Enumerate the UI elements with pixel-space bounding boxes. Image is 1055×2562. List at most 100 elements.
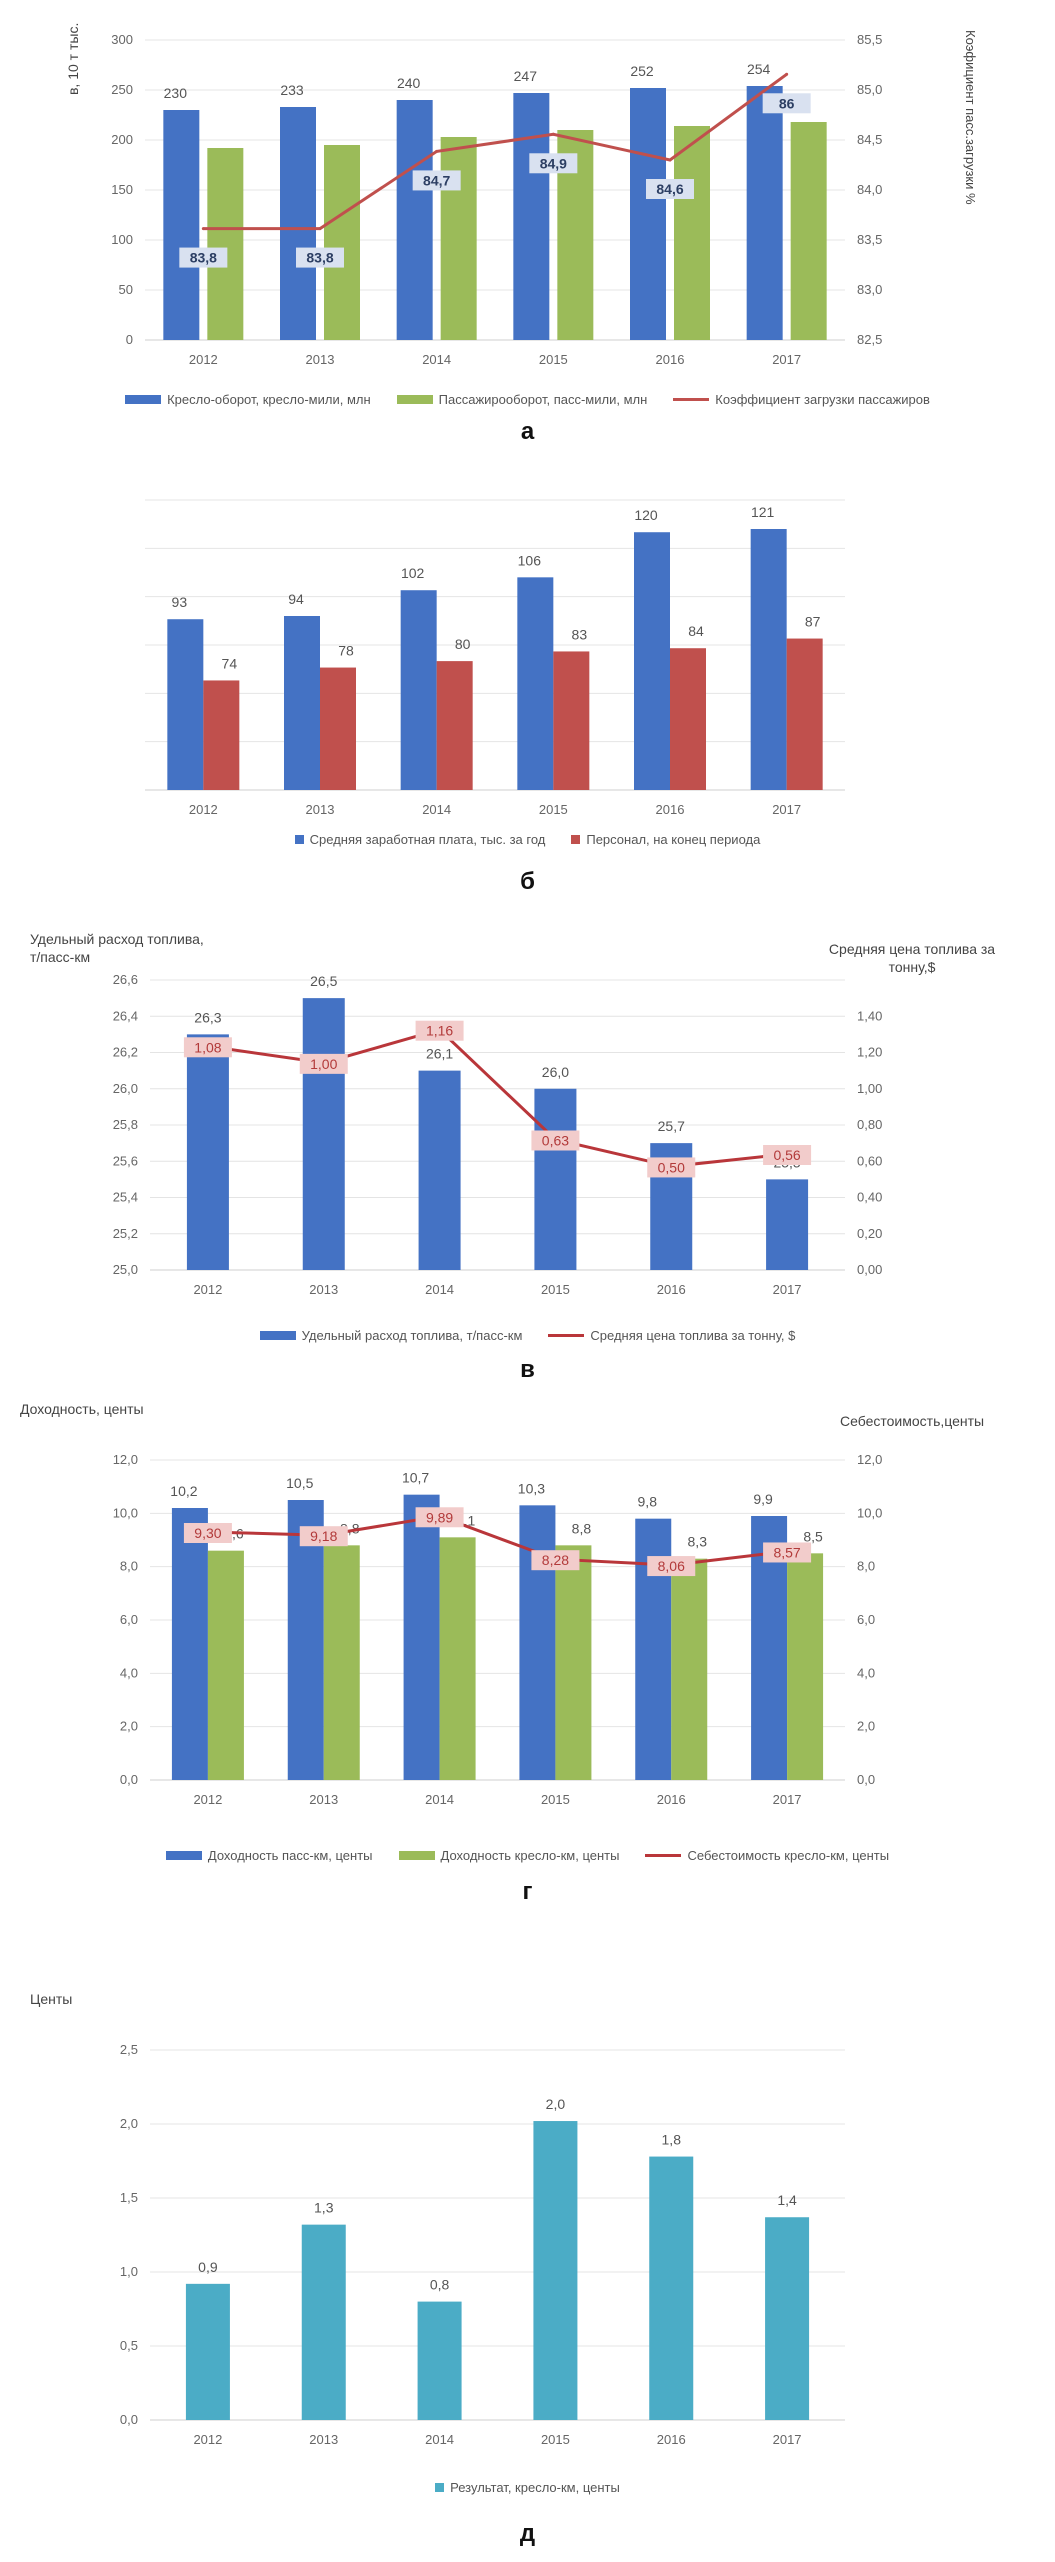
data-label: 74 [222, 655, 238, 671]
x-tick-label: 2016 [657, 2432, 686, 2447]
y-tick-label: 150 [111, 182, 133, 197]
y2-tick-label: 84,5 [857, 132, 882, 147]
data-label: 121 [751, 504, 775, 520]
y-tick-label: 25,4 [113, 1190, 138, 1205]
bar [790, 122, 827, 340]
bar [400, 590, 437, 790]
y-tick-label: 25,8 [113, 1117, 138, 1132]
y-tick-label: 0,0 [120, 2412, 138, 2427]
data-label: 93 [172, 594, 188, 610]
legend-item: Удельный расход топлива, т/пасс-км [259, 1328, 522, 1343]
y-tick-label: 1,5 [120, 2190, 138, 2205]
line-point [201, 227, 205, 231]
data-label: 10,5 [286, 1475, 313, 1491]
x-tick-label: 2017 [773, 1282, 802, 1297]
y-tick-label: 0 [126, 332, 133, 347]
bar [324, 145, 360, 340]
x-tick-label: 2013 [309, 1282, 338, 1297]
data-label: 2,0 [546, 2096, 566, 2112]
data-label: 10,7 [402, 1470, 429, 1486]
line-data-label: 9,18 [310, 1528, 337, 1544]
bar [203, 680, 240, 790]
chart-g-right-axis-title: Себестоимость,центы [840, 1413, 985, 1429]
legend-swatch-blue [259, 1331, 296, 1340]
line-label-box [647, 1556, 696, 1577]
bar [634, 532, 670, 790]
chart-panel-g: 0,0 0,0 2,0 2,0 4,0 4,0 6,0 6,0 8,0 8,0 10,0 10,0 12… [0, 1400, 1055, 1920]
x-tick-label: 2014 [425, 2432, 454, 2447]
line-point [551, 132, 555, 136]
y2-tick-label: 85,5 [857, 32, 882, 47]
x-tick-label: 2014 [425, 1792, 454, 1807]
bar [765, 2217, 810, 2420]
bar [670, 648, 706, 790]
y-tick-label: 2,0 [120, 2116, 138, 2131]
y2-tick-label: 0,80 [857, 1117, 882, 1132]
chart-d-left-axis-title: Центы [30, 1991, 73, 2007]
data-label: 84 [688, 623, 704, 639]
x-tick-label: 2013 [309, 2432, 338, 2447]
data-label: 1,3 [314, 2200, 334, 2216]
bar [440, 137, 477, 340]
y-tick-label: 8,0 [120, 1559, 138, 1574]
data-label: 102 [401, 565, 425, 581]
y2-tick-label: 4,0 [857, 1665, 875, 1680]
legend-item: Кресло-оборот, кресло-мили, млн [125, 392, 371, 407]
legend-item: Средняя заработная плата, тыс. за год [294, 832, 546, 847]
bar [185, 2283, 230, 2420]
x-tick-label: 2014 [422, 802, 451, 817]
data-label: 247 [514, 68, 538, 84]
data-label: 10,3 [518, 1480, 545, 1496]
x-tick-label: 2017 [772, 352, 801, 367]
line-label-box [415, 1020, 464, 1041]
chart-g-legend: Доходность пасс-км, центы Доходность кре… [0, 1848, 1055, 1863]
legend-swatch-red-line [645, 1854, 682, 1857]
data-label: 26,5 [310, 973, 337, 989]
legend-label: Себестоимость кресло-км, центы [687, 1848, 890, 1863]
x-tick-label: 2015 [539, 352, 568, 367]
legend-label: Коэффициент загрузки пассажиров [715, 392, 930, 407]
panel-letter-d: д [519, 2520, 536, 2547]
bar [766, 1179, 809, 1270]
legend-item: Себестоимость кресло-км, центы [645, 1848, 889, 1863]
line-label-box [179, 247, 228, 268]
line-data-label: 9,30 [194, 1525, 221, 1541]
line-data-label: 0,50 [658, 1159, 685, 1175]
legend-swatch-red [571, 835, 581, 844]
panel-letter-a: а [520, 418, 535, 445]
chart-v-right-axis-title: Средняя цена топлива за тонну,$ [828, 941, 996, 976]
legend-item: Персонал, на конец периода [571, 832, 760, 847]
x-tick-label: 2012 [189, 802, 218, 817]
line-point [318, 227, 322, 231]
y2-tick-label: 83,5 [857, 232, 882, 247]
bar [287, 1500, 324, 1780]
y-tick-label: 2,0 [120, 1719, 138, 1734]
bar [284, 616, 320, 790]
y-tick-label: 50 [119, 282, 133, 297]
y-tick-label: 6,0 [120, 1612, 138, 1627]
bar [630, 88, 666, 340]
line-data-label: 8,28 [542, 1552, 569, 1568]
legend-label: Средняя заработная плата, тыс. за год [309, 832, 546, 847]
x-tick-label: 2013 [306, 352, 335, 367]
y-tick-label: 1,0 [120, 2264, 138, 2279]
data-label: 26,0 [542, 1064, 569, 1080]
legend-label: Персонал, на конец периода [586, 832, 761, 847]
data-label: 252 [630, 63, 654, 79]
line-label-box [529, 153, 578, 174]
bar [746, 86, 783, 340]
data-label: 9,8 [638, 1494, 658, 1510]
data-label: 26,3 [194, 1009, 221, 1025]
line-data-label: 1,00 [310, 1056, 337, 1072]
y2-tick-label: 84,0 [857, 182, 882, 197]
line-point [785, 72, 789, 76]
line-label-box [296, 247, 344, 268]
y-tick-label: 25,6 [113, 1153, 138, 1168]
panel-letter-g: г [522, 1878, 533, 1905]
legend-item: Доходность пасс-км, центы [165, 1848, 373, 1863]
line-label-box [183, 1037, 232, 1058]
chart-a-svg: 0 82,5 50 83,0 100 83,5 150 84,0 200 84,5 250 85,0 3… [111, 32, 882, 367]
legend-label: Кресло-оборот, кресло-мили, млн [167, 392, 371, 407]
line-label-box [299, 1526, 348, 1547]
chart-b-legend: Средняя заработная плата, тыс. за год Пе… [0, 832, 1055, 847]
